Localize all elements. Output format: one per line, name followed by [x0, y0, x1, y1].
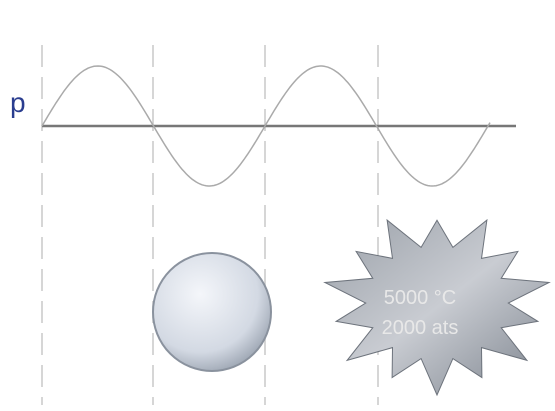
axis-label: p: [10, 87, 26, 118]
burst-text: 5000 °C: [384, 287, 457, 309]
disc: [153, 253, 271, 371]
diagram: p 5000 °C 2000 ats: [0, 0, 555, 411]
burst-text: 2000 ats: [382, 317, 459, 339]
